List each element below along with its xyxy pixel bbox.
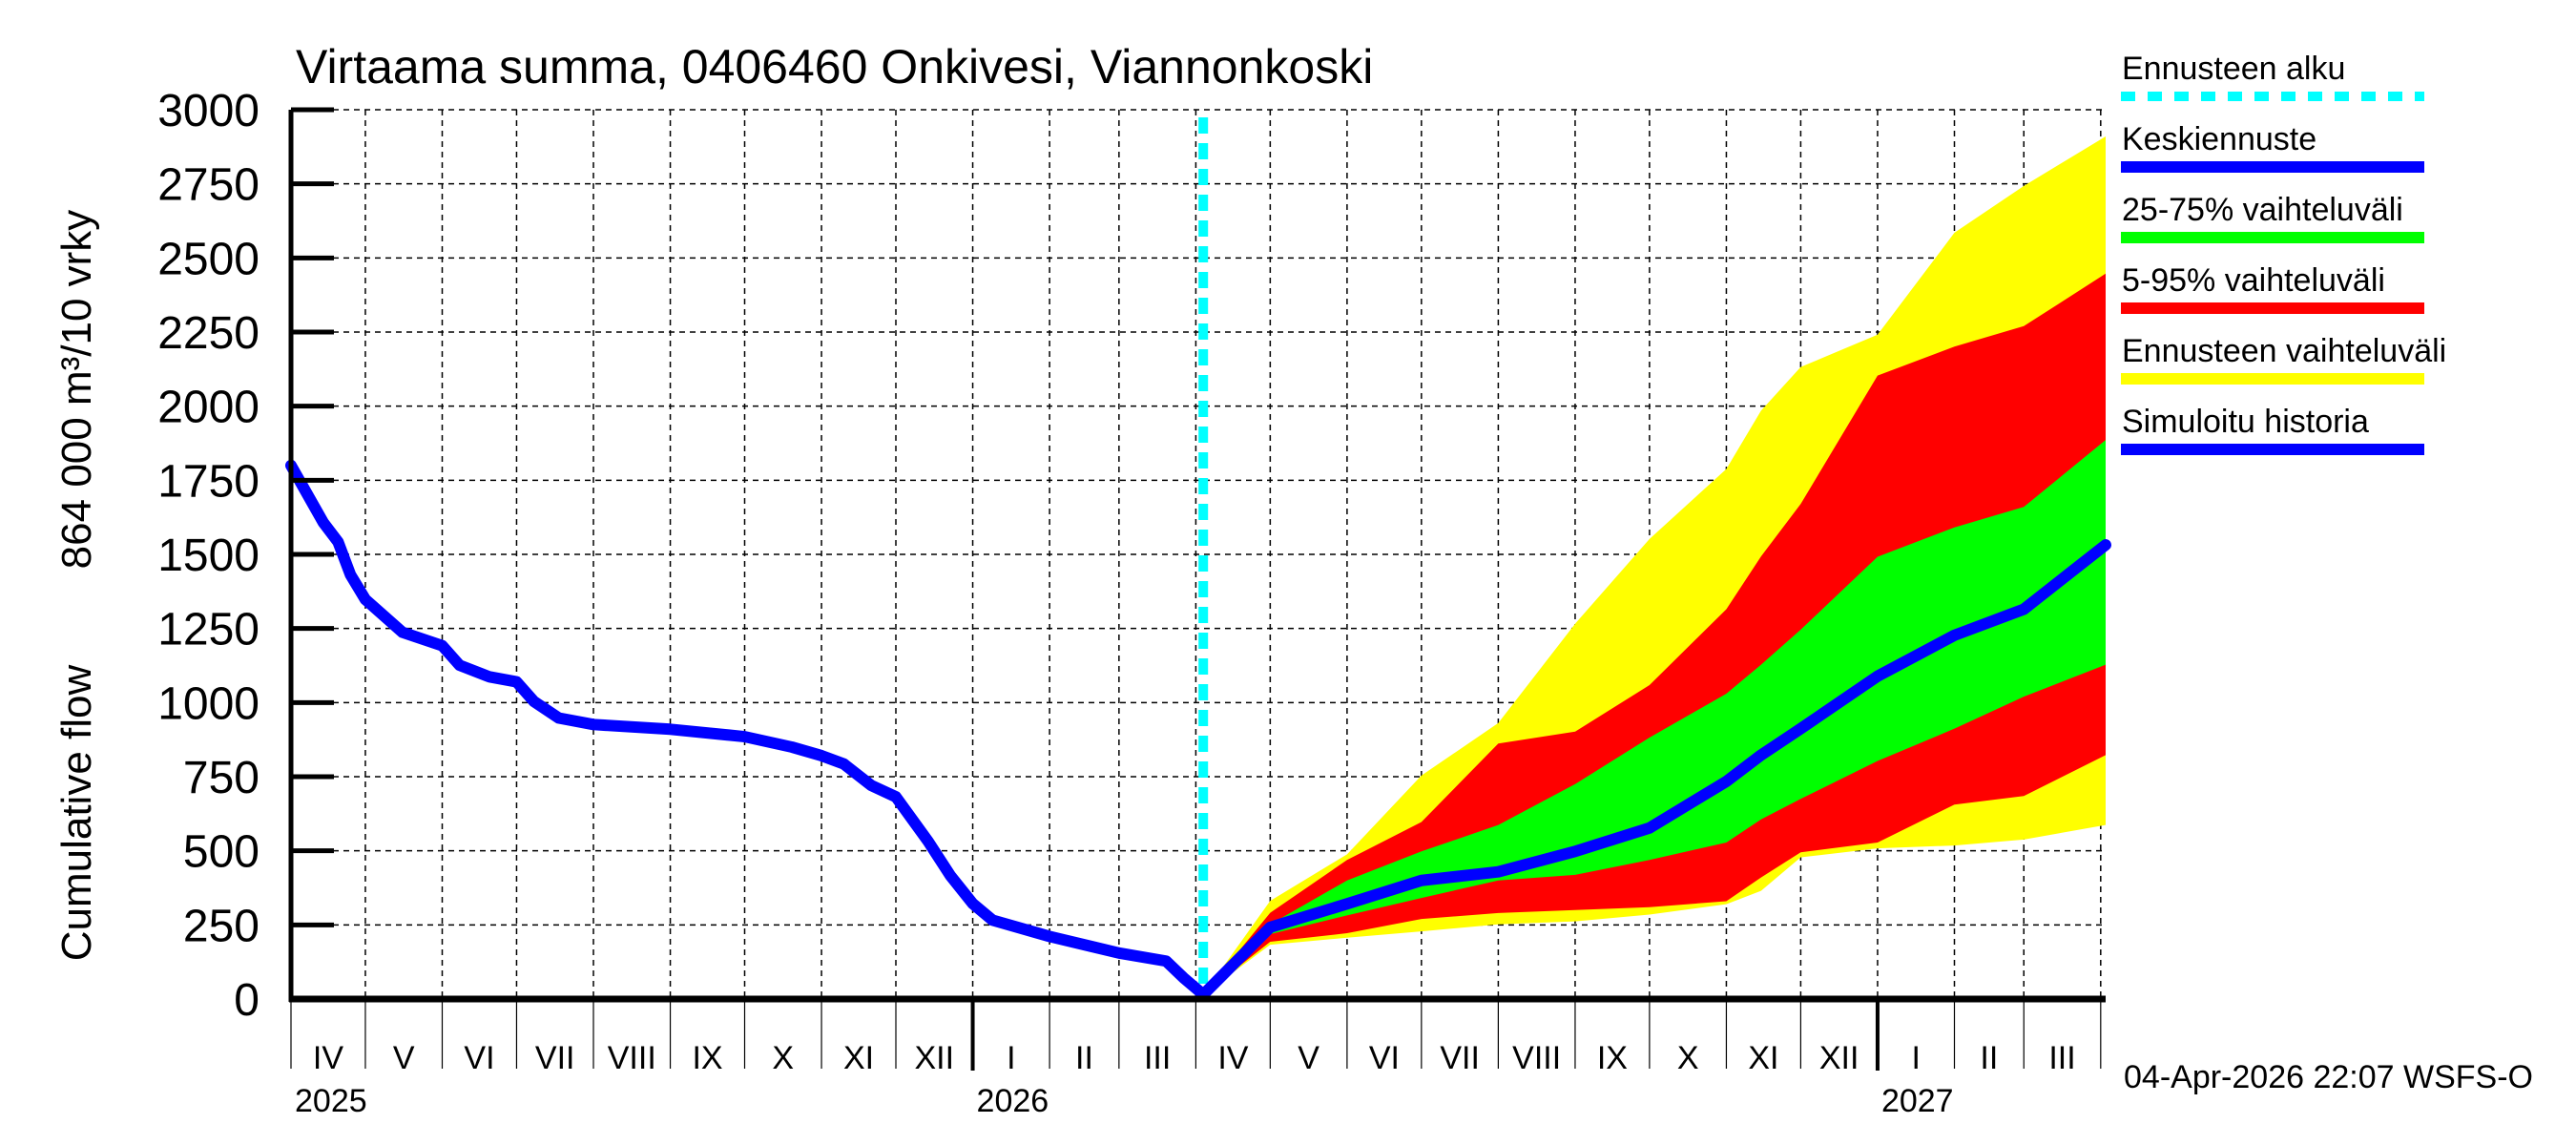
band-25-75 [1203, 440, 2106, 995]
history-line [285, 459, 1210, 1001]
y-tick-label: 2500 [157, 234, 260, 284]
month-label: X [1677, 1040, 1699, 1076]
month-label: XII [1819, 1040, 1859, 1076]
year-label: 2025 [295, 1083, 367, 1119]
month-label: VIII [1512, 1040, 1561, 1076]
timestamp: 04-Apr-2026 22:07 WSFS-O [2124, 1059, 2533, 1095]
y-tick-label: 1500 [157, 531, 260, 581]
month-label: III [2048, 1040, 2075, 1076]
y-tick-label: 2000 [157, 383, 260, 433]
legend-label: Ennusteen vaihteluväli [2122, 333, 2446, 369]
series-lines [285, 117, 2111, 1001]
y-tick-label: 750 [183, 753, 260, 803]
month-label: IV [1217, 1040, 1248, 1076]
month-label: VII [535, 1040, 575, 1076]
month-label: V [393, 1040, 415, 1076]
y-tick-label: 0 [234, 975, 260, 1026]
year-label: 2027 [1881, 1083, 1954, 1119]
legend-label: Ennusteen alku [2122, 51, 2345, 87]
year-label: 2026 [977, 1083, 1049, 1119]
month-label: I [1911, 1040, 1920, 1076]
month-label: XI [1748, 1040, 1778, 1076]
legend-label: Keskiennuste [2122, 121, 2316, 157]
legend-label: Simuloitu historia [2122, 404, 2369, 440]
month-label: III [1144, 1040, 1171, 1076]
month-label: V [1298, 1040, 1319, 1076]
y-tick-label: 2750 [157, 160, 260, 211]
y-tick-label: 1750 [157, 456, 260, 507]
legend-label: 5-95% vaihteluväli [2122, 262, 2385, 299]
y-axis-label-cumulative: Cumulative flow [53, 665, 100, 962]
y-tick-label: 1000 [157, 678, 260, 729]
month-label: IX [692, 1040, 722, 1076]
month-label: X [772, 1040, 794, 1076]
month-label: VI [1369, 1040, 1400, 1076]
month-label: II [1075, 1040, 1093, 1076]
month-label: VI [464, 1040, 494, 1076]
y-tick-label: 250 [183, 901, 260, 951]
chart-title: Virtaama summa, 0406460 Onkivesi, Vianno… [296, 40, 1373, 94]
month-label: II [1980, 1040, 1998, 1076]
y-axis-label-unit: 864 000 m³/10 vrky [53, 210, 100, 570]
y-tick-label: 3000 [157, 86, 260, 136]
month-label: XI [843, 1040, 874, 1076]
band-5-95 [1203, 273, 2106, 995]
month-label: XII [914, 1040, 954, 1076]
month-label: VII [1440, 1040, 1480, 1076]
legend: Ennusteen alku Keskiennuste 25-75% vaihtel… [2121, 51, 2446, 455]
month-label: I [1007, 1040, 1015, 1076]
month-label: VIII [608, 1040, 656, 1076]
y-tick-label: 2250 [157, 308, 260, 359]
month-label: IV [313, 1040, 343, 1076]
forecast-bands [1203, 135, 2106, 995]
legend-label: 25-75% vaihteluväli [2122, 192, 2403, 228]
axes: 0 250 500 750 1000 1250 1500 1750 2000 2250 2500 27… [157, 86, 2106, 1119]
median-forecast-line [1197, 539, 2111, 1001]
y-tick-label: 500 [183, 827, 260, 878]
y-tick-label: 1250 [157, 605, 260, 656]
month-label: IX [1597, 1040, 1628, 1076]
